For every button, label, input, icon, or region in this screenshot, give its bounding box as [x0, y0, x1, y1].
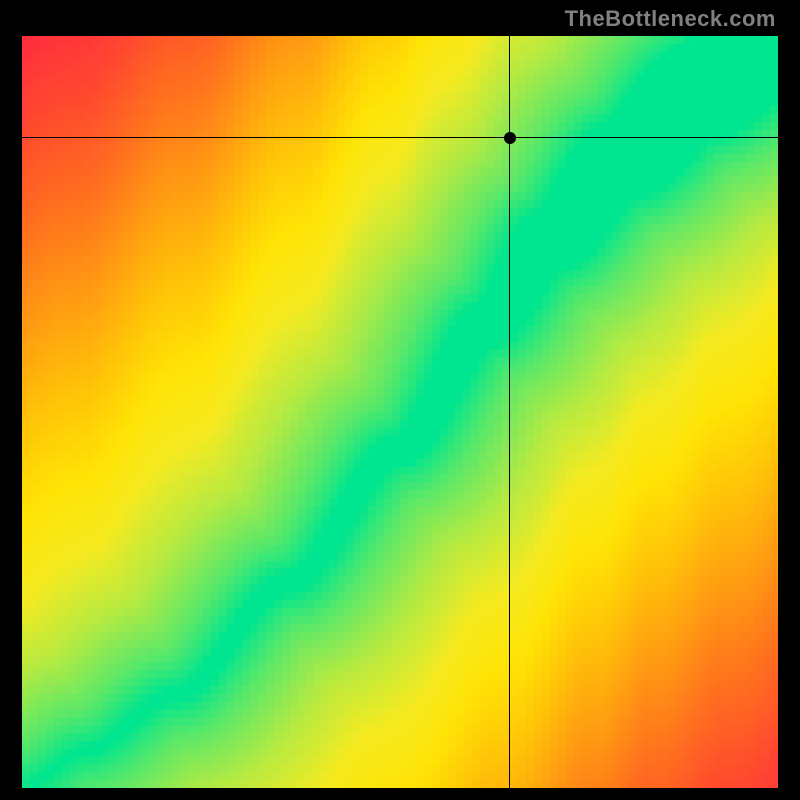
heatmap-canvas [22, 36, 778, 788]
crosshair-vertical [509, 36, 511, 788]
watermark-text: TheBottleneck.com [565, 6, 776, 32]
heatmap-plot [22, 36, 778, 788]
crosshair-marker [504, 132, 516, 144]
crosshair-horizontal [22, 137, 778, 139]
